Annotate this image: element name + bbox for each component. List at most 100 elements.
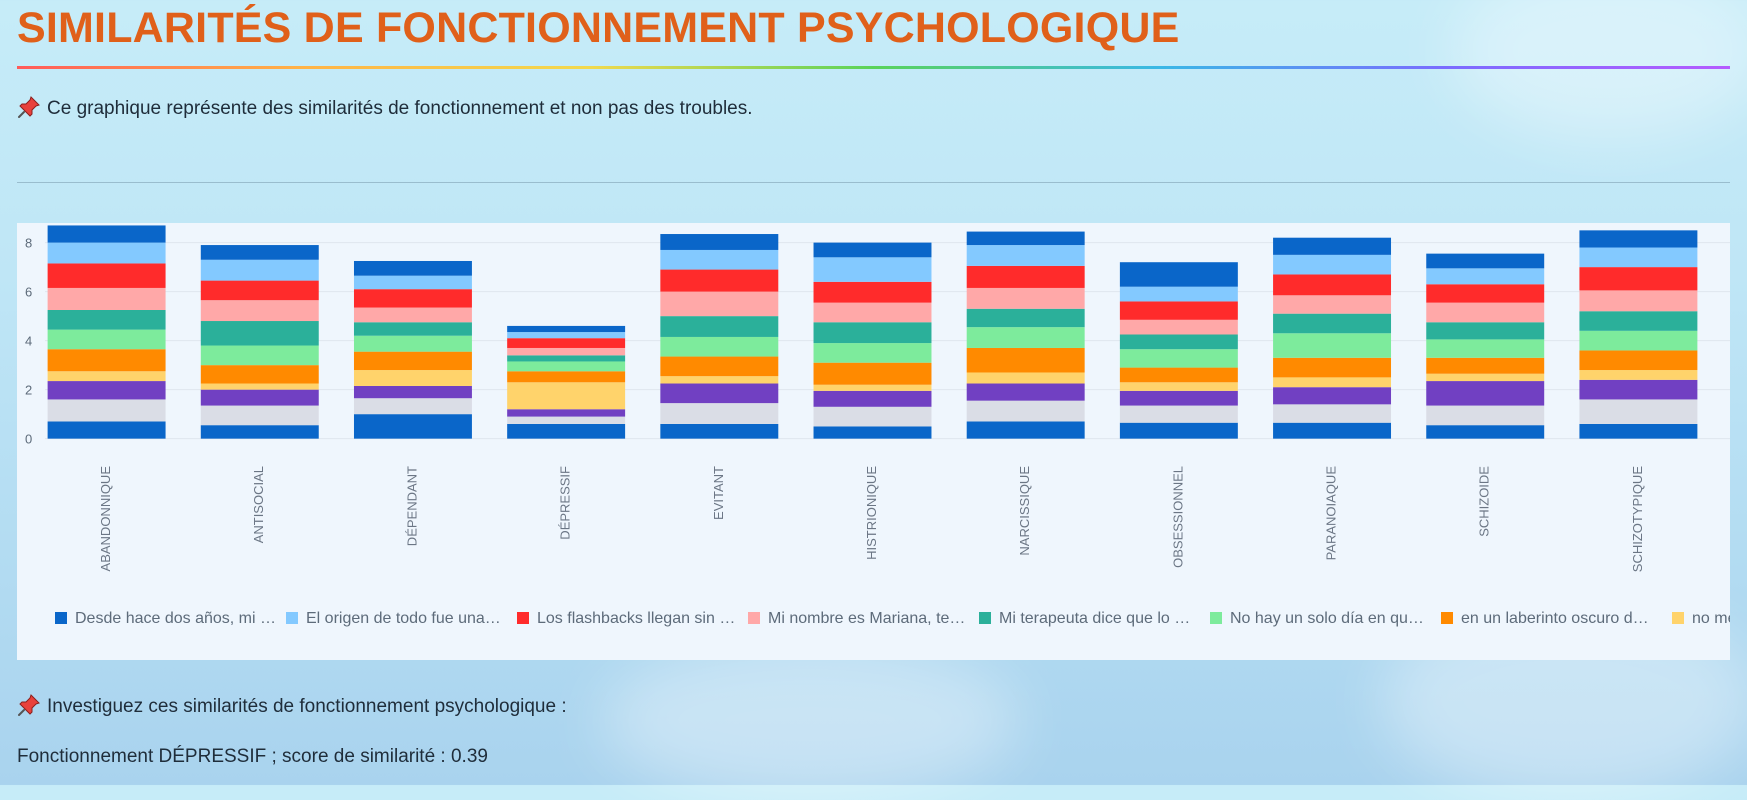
bar-segment: [1273, 387, 1392, 405]
bar-segment: [1579, 370, 1698, 380]
bar-segment: [353, 398, 472, 415]
bar-segment: [1426, 357, 1545, 374]
bar-segment: [200, 245, 319, 260]
bar-segment: [353, 370, 472, 386]
bar-segment: [47, 329, 166, 350]
bar-segment: [353, 275, 472, 290]
x-tick-label: DÉPRESSIF: [558, 466, 573, 540]
bar-segment: [1273, 313, 1392, 334]
legend-swatch: [979, 612, 991, 624]
bar-segment: [966, 347, 1085, 373]
bar-segment: [1119, 367, 1238, 383]
legend-swatch: [1441, 612, 1453, 624]
bar-segment: [1579, 247, 1698, 268]
legend-swatch: [517, 612, 529, 624]
bar-segment: [966, 421, 1085, 439]
bar-segment: [1426, 339, 1545, 358]
legend-swatch: [748, 612, 760, 624]
x-tick-label: DÉPENDANT: [404, 466, 419, 546]
bar-segment: [1579, 379, 1698, 400]
legend-label: en un laberinto oscuro d…: [1461, 610, 1649, 627]
legend-label: Mi terapeuta dice que lo …: [999, 610, 1190, 627]
bar-segment: [1579, 423, 1698, 439]
bar-segment: [200, 300, 319, 322]
bar-segment: [1579, 399, 1698, 424]
bar-segment: [1273, 274, 1392, 296]
background-cloud: [1450, 0, 1747, 140]
bar-segment: [660, 249, 779, 270]
y-tick-label: 2: [25, 383, 32, 398]
investigate-text: Investiguez ces similarités de fonctionn…: [47, 696, 567, 717]
bar-segment: [813, 406, 932, 427]
y-tick-label: 0: [25, 432, 32, 447]
bar-segment: [1426, 405, 1545, 426]
x-tick-label: HISTRIONIQUE: [864, 466, 879, 560]
x-tick-label: SCHIZOIDE: [1477, 466, 1492, 537]
pushpin-icon: [18, 694, 40, 716]
bar-segment: [47, 225, 166, 243]
legend-swatch: [1672, 612, 1684, 624]
page-title: SIMILARITÉS DE FONCTIONNEMENT PSYCHOLOGI…: [17, 4, 1180, 52]
bar-segment: [507, 371, 626, 383]
bar-segment: [1273, 422, 1392, 439]
bar-segment: [1273, 295, 1392, 314]
bar-segment: [966, 383, 1085, 401]
bar-segment: [1119, 262, 1238, 287]
bar-segment: [1579, 290, 1698, 312]
bar-segment: [1273, 377, 1392, 388]
bar-segment: [1579, 230, 1698, 248]
bar-segment: [47, 263, 166, 288]
bar-segment: [200, 345, 319, 366]
bar-segment: [507, 355, 626, 362]
x-tick-label: OBSESSIONNEL: [1170, 466, 1185, 568]
bar-segment: [1119, 422, 1238, 439]
x-tick-label: EVITANT: [711, 466, 726, 520]
bar-segment: [660, 269, 779, 292]
x-tick-label: ABANDONNIQUE: [98, 466, 113, 572]
bar-segment: [353, 414, 472, 439]
bar-segment: [200, 365, 319, 384]
bar-segment: [660, 234, 779, 250]
bar-segment: [47, 421, 166, 439]
bar-segment: [47, 349, 166, 372]
bar-segment: [1273, 237, 1392, 255]
legend-label: Mi nombre es Mariana, te…: [768, 610, 965, 627]
investigate-section: Investiguez ces similarités de fonctionn…: [17, 693, 567, 718]
legend-label: Desde hace dos años, mi …: [75, 610, 276, 627]
bar-segment: [1273, 333, 1392, 358]
similarity-result: Fonctionnement DÉPRESSIF ; score de simi…: [17, 746, 488, 767]
bar-segment: [47, 381, 166, 400]
y-tick-label: 4: [25, 334, 32, 349]
bar-segment: [200, 280, 319, 301]
bar-segment: [1119, 301, 1238, 320]
bar-segment: [47, 287, 166, 310]
bar-segment: [200, 321, 319, 346]
bar-segment: [660, 291, 779, 317]
bar-segment: [1119, 382, 1238, 391]
bar-segment: [813, 384, 932, 391]
pushpin-icon: [18, 96, 40, 118]
bar-segment: [1426, 425, 1545, 439]
bar-segment: [353, 322, 472, 336]
y-tick-label: 8: [25, 236, 32, 251]
bar-segment: [813, 426, 932, 439]
bar-segment: [507, 416, 626, 424]
bar-segment: [507, 361, 626, 372]
y-tick-label: 6: [25, 285, 32, 300]
bar-segment: [1579, 311, 1698, 331]
chart-panel: 0 2 4 6 8 ABANDONNIQUE ANTISOCIAL DÉPENDANT DÉPR…: [17, 223, 1730, 660]
bar-segment: [507, 332, 626, 339]
bar-segment: [966, 308, 1085, 328]
bar-segment: [813, 390, 932, 407]
legend-label: No hay un solo día en qu…: [1230, 610, 1424, 627]
bar-segment: [1426, 284, 1545, 303]
bar-segment: [660, 403, 779, 424]
bar-segment: [813, 322, 932, 344]
bar-segment: [966, 231, 1085, 246]
bar-segment: [1426, 253, 1545, 269]
bar-segment: [660, 356, 779, 377]
bar-segment: [47, 309, 166, 330]
bar-segment: [966, 400, 1085, 422]
bar-segment: [1119, 349, 1238, 368]
bar-segment: [353, 307, 472, 323]
